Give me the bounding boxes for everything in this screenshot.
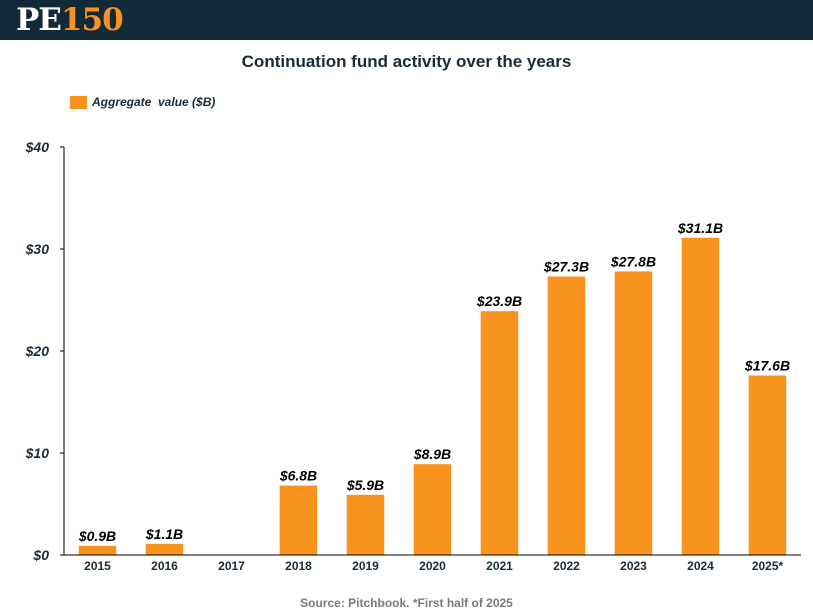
- data-label: $6.8B: [279, 468, 317, 484]
- data-label: $31.1B: [677, 220, 723, 236]
- x-tick-label: 2021: [486, 559, 513, 573]
- x-tick-label: 2020: [419, 559, 446, 573]
- x-tick-label: 2025*: [752, 559, 784, 573]
- bar: [279, 485, 318, 555]
- source-note: Source: Pitchbook. *First half of 2025: [300, 596, 513, 610]
- header-bar: PE150: [0, 0, 813, 40]
- x-tick-label: 2015: [84, 559, 111, 573]
- x-tick-label: 2016: [151, 559, 178, 573]
- bar: [480, 311, 519, 555]
- legend-swatch: [70, 95, 87, 109]
- y-tick-label: $40: [25, 139, 50, 155]
- data-label: $0.9B: [78, 528, 116, 544]
- pe150-logo[interactable]: PE150: [16, 1, 124, 39]
- y-tick-label: $0: [32, 547, 49, 563]
- bar: [413, 464, 452, 555]
- x-tick-label: 2018: [285, 559, 312, 573]
- data-label: $27.8B: [610, 253, 656, 269]
- data-label: $8.9B: [413, 446, 451, 462]
- x-tick-label: 2022: [553, 559, 580, 573]
- chart-title: Continuation fund activity over the year…: [241, 52, 572, 71]
- data-label: $27.3B: [543, 259, 589, 275]
- data-label: $17.6B: [744, 358, 790, 374]
- bar: [78, 545, 117, 555]
- logo-text-pe: PE: [16, 2, 62, 38]
- bar: [145, 543, 184, 555]
- x-tick-label: 2024: [687, 559, 714, 573]
- x-tick-label: 2017: [218, 559, 245, 573]
- bar: [614, 271, 653, 555]
- x-tick-label: 2019: [352, 559, 379, 573]
- logo-text-150: 150: [60, 2, 124, 38]
- y-tick-label: $20: [25, 343, 50, 359]
- legend-label: Aggregate value ($B): [92, 95, 216, 109]
- y-tick-label: $10: [25, 445, 50, 461]
- y-tick-label: $30: [25, 241, 50, 257]
- chart-legend: Aggregate value ($B): [70, 95, 215, 109]
- data-label: $5.9B: [346, 477, 384, 493]
- data-label: $1.1B: [145, 526, 183, 542]
- bar: [681, 237, 720, 556]
- x-tick-label: 2023: [620, 559, 647, 573]
- bar: [547, 276, 586, 555]
- bar: [748, 375, 787, 555]
- bar: [346, 494, 385, 555]
- data-label: $23.9B: [476, 293, 522, 309]
